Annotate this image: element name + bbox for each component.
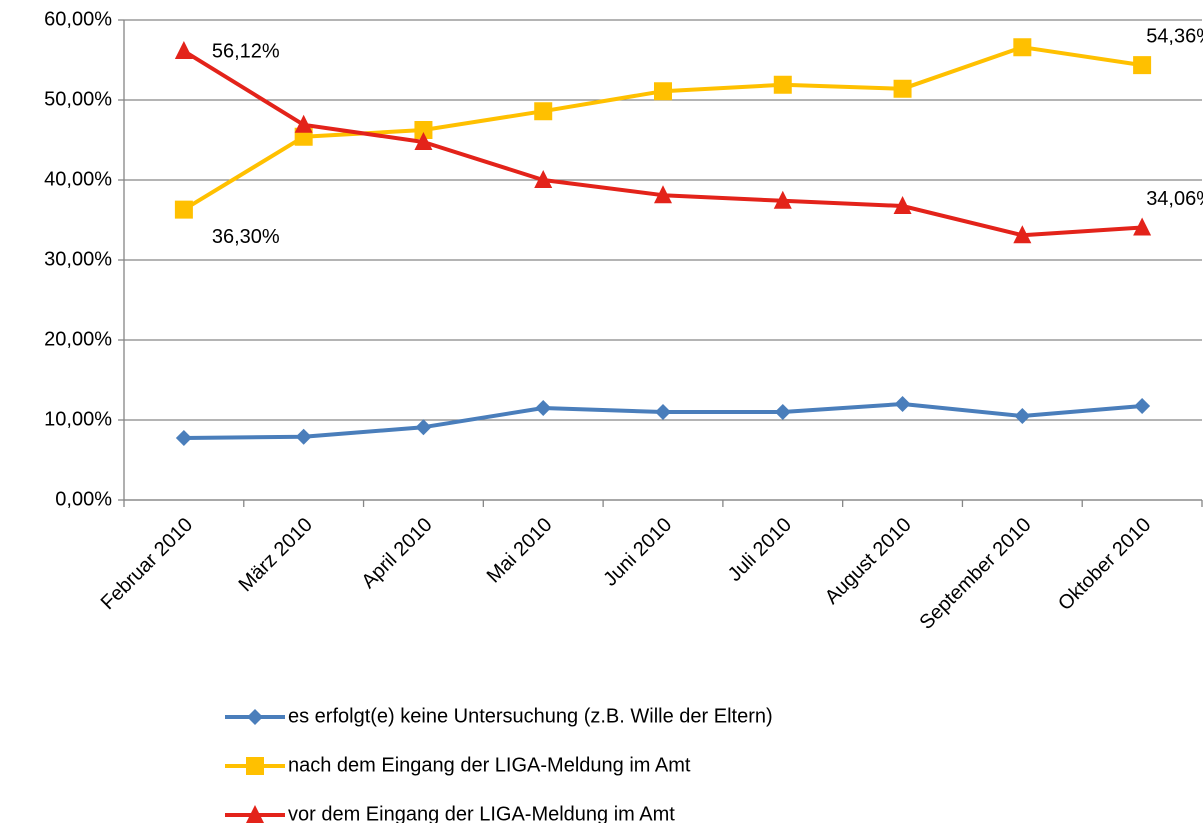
- data-point: [414, 132, 433, 150]
- legend-marker: [247, 709, 263, 725]
- data-label: 34,06%: [1146, 188, 1203, 210]
- data-point: [534, 170, 553, 188]
- data-point: [894, 396, 911, 412]
- legend-label: nach dem Eingang der LIGA-Meldung im Amt: [288, 754, 691, 776]
- x-tick-label: Juni 2010: [599, 514, 676, 591]
- series-line: [182, 49, 1143, 238]
- data-point: [174, 200, 193, 219]
- data-point: [415, 419, 432, 436]
- data-point: [534, 102, 553, 121]
- y-tick-label: 30,00%: [44, 248, 112, 270]
- data-point: [654, 82, 672, 101]
- y-tick-label: 0,00%: [55, 488, 112, 510]
- x-tick-label: Mai 2010: [483, 514, 557, 588]
- x-tick-label: August 2010: [821, 514, 916, 609]
- data-point: [175, 430, 192, 446]
- data-point: [655, 404, 671, 420]
- data-point: [414, 121, 433, 139]
- legend-label: es erfolgt(e) keine Untersuchung (z.B. W…: [288, 705, 773, 727]
- data-point: [773, 75, 792, 94]
- data-point: [1013, 38, 1032, 57]
- data-point: [174, 41, 193, 60]
- x-tick-label: April 2010: [357, 514, 436, 593]
- data-point: [1134, 398, 1151, 414]
- data-point: [893, 196, 912, 214]
- y-tick-label: 10,00%: [44, 408, 112, 430]
- x-tick-label: März 2010: [235, 514, 317, 596]
- data-point: [1013, 225, 1032, 244]
- data-point: [773, 190, 792, 209]
- x-tick-label: Oktober 2010: [1054, 514, 1155, 615]
- data-point: [1133, 217, 1152, 236]
- x-tick-label: Februar 2010: [97, 514, 197, 614]
- data-point: [654, 185, 672, 204]
- data-point: [294, 114, 313, 133]
- y-tick-label: 60,00%: [44, 8, 112, 30]
- data-point: [1014, 408, 1031, 424]
- data-point: [535, 400, 552, 416]
- data-point: [1133, 56, 1152, 75]
- x-tick-label: Juli 2010: [724, 514, 796, 586]
- y-tick-label: 40,00%: [44, 168, 112, 190]
- x-tick-label: September 2010: [915, 514, 1035, 634]
- data-point: [893, 79, 912, 98]
- data-label: 36,30%: [212, 226, 280, 248]
- data-point: [295, 428, 312, 445]
- data-label: 56,12%: [212, 40, 280, 62]
- legend-marker: [246, 805, 264, 823]
- legend-marker: [246, 757, 264, 775]
- y-tick-label: 20,00%: [44, 328, 112, 350]
- data-label: 54,36%: [1146, 25, 1203, 47]
- y-tick-label: 50,00%: [44, 88, 112, 110]
- legend-label: vor dem Eingang der LIGA-Meldung im Amt: [288, 803, 675, 823]
- data-point: [774, 404, 791, 420]
